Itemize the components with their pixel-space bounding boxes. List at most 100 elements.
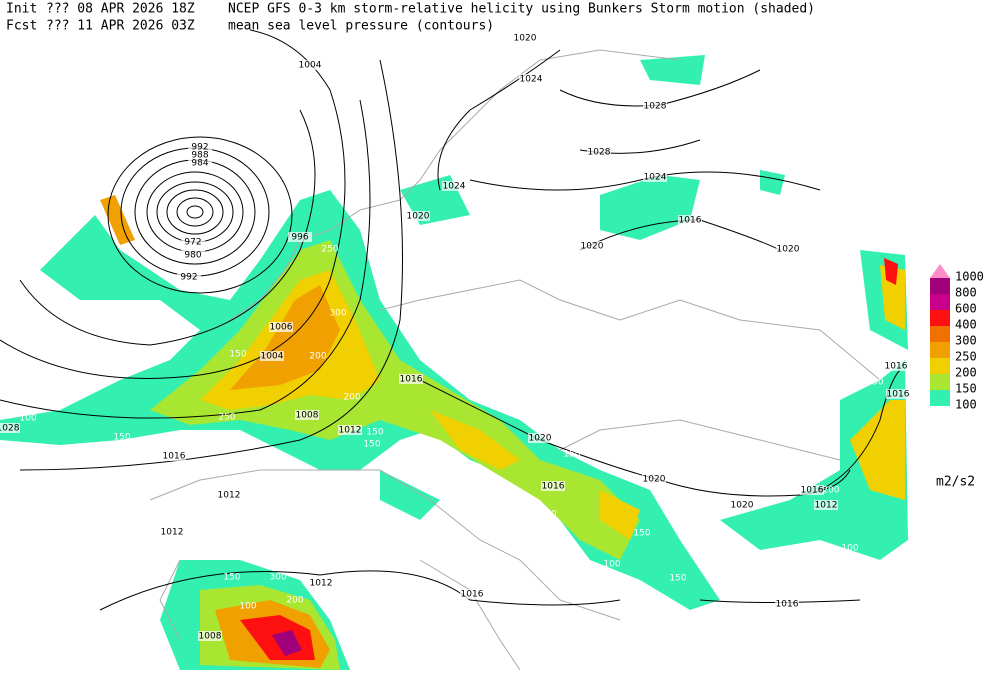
- isobar-label: 1020: [529, 434, 552, 444]
- shade-label: 150: [366, 428, 383, 438]
- isobar-label-bg: [643, 172, 667, 182]
- legend-label: 150: [955, 382, 977, 396]
- legend-swatch: [930, 342, 950, 358]
- isobar-label-bg: [260, 351, 284, 361]
- legend: m2/s2 1000 800 600 400 300 250 200 150 100: [930, 264, 984, 490]
- shade-label: 200: [309, 352, 326, 362]
- isobar-label: 1020: [731, 501, 754, 511]
- init-label: Init: [6, 2, 37, 17]
- isobar-label-bg: [188, 142, 212, 152]
- isobar-label-bg: [643, 101, 667, 111]
- isobar-label: 1024: [443, 182, 466, 192]
- isobar-label-bg: [519, 74, 543, 84]
- legend-swatch: [930, 374, 950, 390]
- shade-label: 100: [819, 406, 836, 416]
- legend-swatch: [930, 310, 950, 326]
- shade-label: 300: [269, 573, 286, 583]
- isobar-label-bg: [295, 410, 319, 420]
- shade-label: 250: [218, 413, 235, 423]
- shade-label: 100: [841, 544, 858, 554]
- legend-label: 100: [955, 398, 977, 412]
- isobar-label-bg: [181, 250, 205, 260]
- shade-label: 150: [563, 450, 580, 460]
- isobar-label: 1012: [218, 491, 241, 501]
- shade-label: 150: [633, 529, 650, 539]
- fcst-label: Fcst: [6, 19, 37, 34]
- legend-label: 600: [955, 302, 977, 316]
- shade-label: 100: [239, 602, 256, 612]
- isobar-label-bg: [800, 485, 824, 495]
- shade-label: 100: [573, 414, 590, 424]
- isobar-label: 1012: [815, 501, 838, 511]
- legend-label: 400: [955, 318, 977, 332]
- shade-label: 100: [603, 560, 620, 570]
- isobar-label: 980: [184, 251, 201, 261]
- isobar-label: 1020: [581, 242, 604, 252]
- isobar-label-bg: [217, 490, 241, 500]
- isobar-label-bg: [181, 237, 205, 247]
- helicity-area: [100, 195, 340, 390]
- init-time: ??? 08 APR 2026 18Z: [46, 2, 195, 17]
- isobar-label-bg: [406, 211, 430, 221]
- legend-label: 800: [955, 286, 977, 300]
- isobar-label: 992: [191, 143, 208, 153]
- isobar-label: 1008: [199, 632, 222, 642]
- shade-label: 150: [866, 378, 883, 388]
- coastline: [149, 49, 881, 671]
- isobar: [186, 205, 204, 219]
- isobar-label: 1020: [407, 212, 430, 222]
- isobar-label: 1016: [776, 600, 799, 610]
- isobar: [134, 159, 256, 265]
- isobar-label: 992: [180, 273, 197, 283]
- helicity-area: [850, 265, 905, 500]
- isobar-label: 1016: [542, 482, 565, 492]
- isobar-label: 1016: [679, 216, 702, 226]
- isobar-label-bg: [541, 481, 565, 491]
- shade-label: 150: [413, 336, 430, 346]
- isobar-label: 1016: [163, 452, 186, 462]
- isobar-label-bg: [642, 474, 666, 484]
- shade-label: 250: [321, 245, 338, 255]
- shade-label: 100: [488, 382, 505, 392]
- isobar-label-bg: [162, 451, 186, 461]
- shade-label: 200: [343, 393, 360, 403]
- isobar: [166, 189, 224, 235]
- isobar-label: 1016: [801, 486, 824, 496]
- isobar-label-bg: [338, 425, 362, 435]
- title: NCEP GFS 0-3 km storm-relative helicity …: [228, 2, 815, 17]
- legend-label: 300: [955, 334, 977, 348]
- legend-swatch: [930, 390, 950, 406]
- helicity-area: [720, 250, 908, 560]
- isobar-label-bg: [460, 589, 484, 599]
- legend-label: 200: [955, 366, 977, 380]
- shade-label: 200: [822, 486, 839, 496]
- isobar-label: 1028: [644, 102, 667, 112]
- isobar-label: 1016: [885, 362, 908, 372]
- shade-label: 150: [669, 574, 686, 584]
- isobar-label: 1016: [461, 590, 484, 600]
- isobar-label-bg: [513, 33, 537, 43]
- isobar-label-bg: [678, 215, 702, 225]
- shade-label: 300: [329, 309, 346, 319]
- isobar-label-bg: [580, 241, 604, 251]
- isobar-label-bg: [775, 599, 799, 609]
- isobar-label: 1006: [270, 323, 293, 333]
- shade-label: 250: [326, 563, 343, 573]
- isobar-label: 996: [291, 233, 308, 243]
- isobar-label-bg: [886, 389, 910, 399]
- isobar-label: 1020: [514, 34, 537, 44]
- isobar-label: 1024: [644, 173, 667, 183]
- shade-label: 150: [229, 350, 246, 360]
- isobar-label: 1020: [643, 475, 666, 485]
- legend-arrow: [930, 264, 950, 278]
- isobar-label: 984: [191, 159, 208, 169]
- isobar-label-bg: [528, 433, 552, 443]
- helicity-area: [380, 55, 785, 520]
- isobar: [107, 136, 293, 294]
- shade-label: 150: [113, 433, 130, 443]
- isobar-label-bg: [442, 181, 466, 191]
- isobar-label: 1028: [0, 424, 20, 434]
- fcst-time: ??? 11 APR 2026 03Z: [46, 19, 195, 34]
